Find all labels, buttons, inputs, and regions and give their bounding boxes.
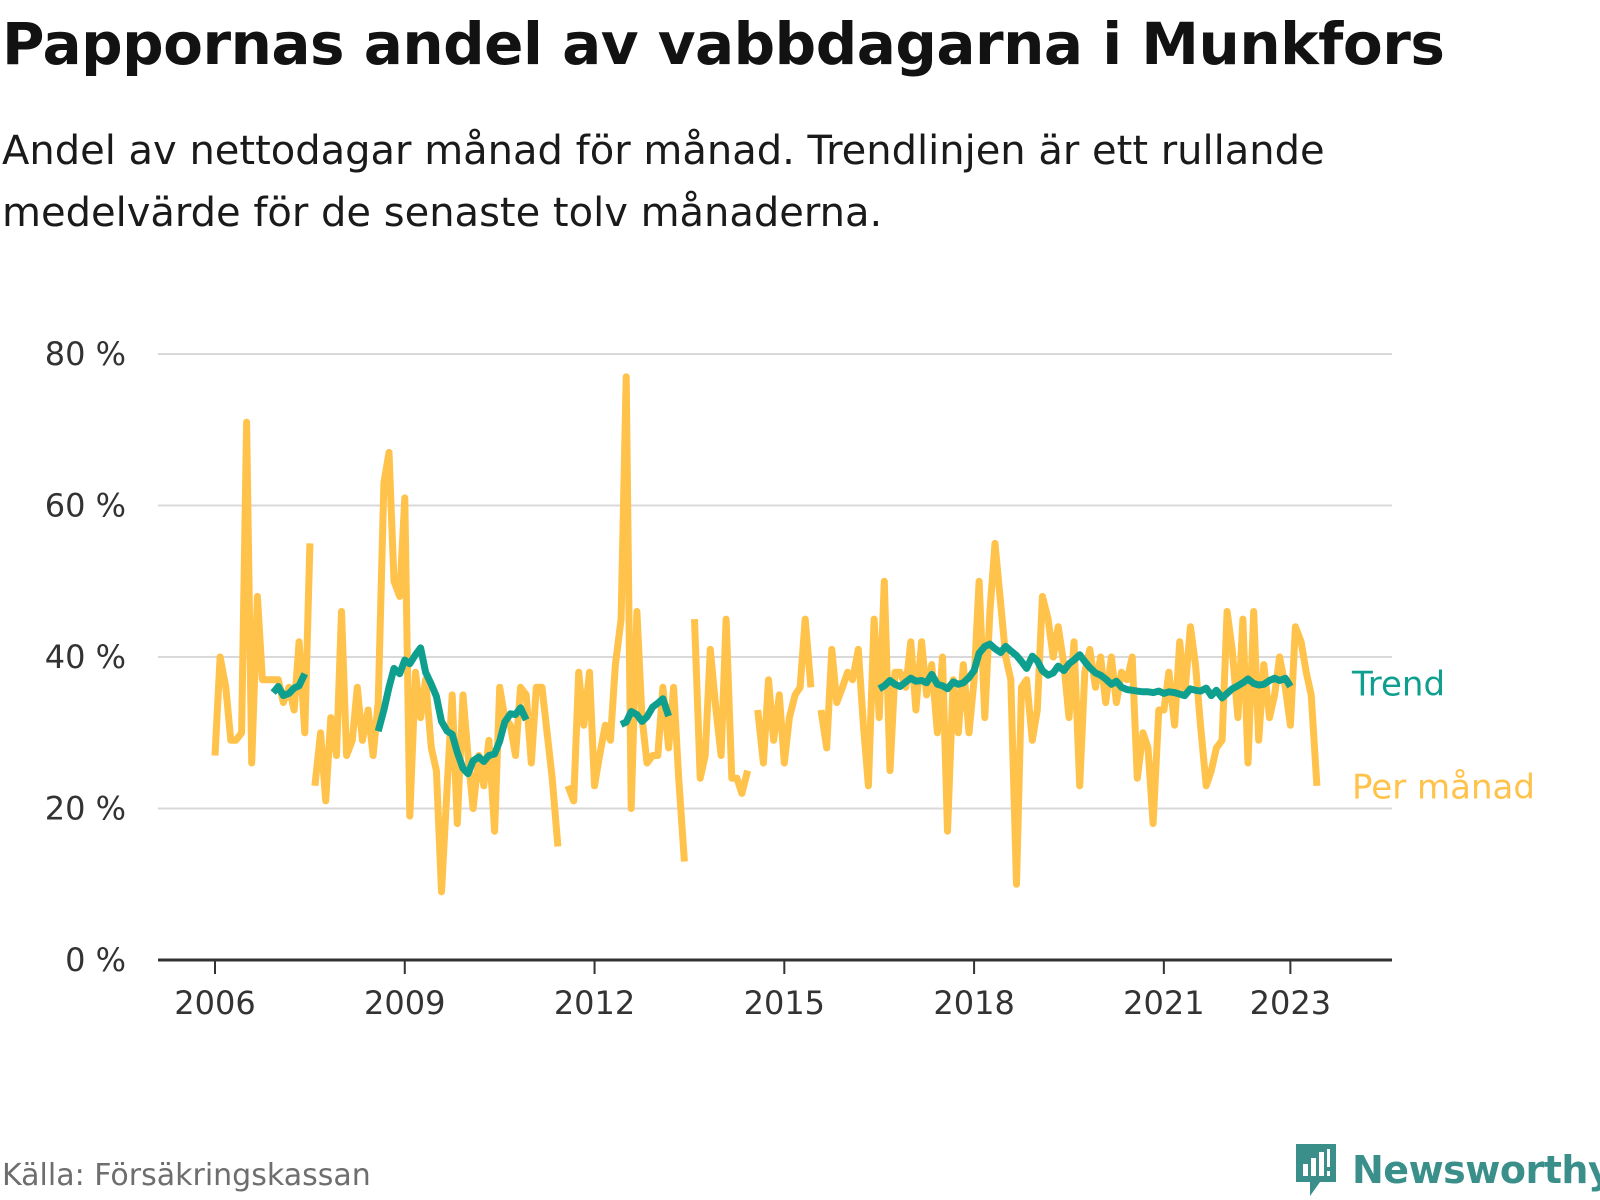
gridlines: [158, 353, 1392, 810]
newsworthy-logo-icon: [1296, 1144, 1336, 1196]
x-tick-label: 2018: [933, 984, 1014, 1022]
x-tick-label: 2023: [1250, 984, 1331, 1022]
chart-title: Pappornas andel av vabbdagarna i Munkfor…: [2, 10, 1445, 78]
trend-series-label: Trend: [1351, 665, 1445, 705]
x-tick-label: 2006: [174, 984, 255, 1022]
trend-series-line: [619, 695, 672, 728]
y-tick-label: 0 %: [65, 941, 126, 979]
source-note: Källa: Försäkringskassan: [2, 1158, 371, 1193]
x-axis-ticks: 2006 2009 2012 2015 2018 2021 2023: [174, 960, 1331, 1022]
x-tick-label: 2009: [364, 984, 445, 1022]
x-tick-label: 2021: [1123, 984, 1204, 1022]
y-tick-label: 20 %: [45, 790, 126, 828]
x-tick-label: 2012: [554, 984, 635, 1022]
monthly-series-line: [564, 373, 688, 862]
chart-subtitle: Andel av nettodagar månad för månad. Tre…: [2, 128, 1325, 236]
y-tick-label: 40 %: [45, 638, 126, 676]
brand-name: Newsworthy: [1352, 1148, 1600, 1192]
monthly-series-line: [754, 615, 815, 767]
line-chart: 0 % 20 % 40 % 60 % 80 % 2006 2009 2012 2015 2018…: [45, 335, 1535, 1022]
monthly-series-line: [691, 615, 751, 797]
monthly-series-line: [211, 418, 314, 767]
monthly-series-line: [817, 539, 1321, 888]
series-labels: Trend Per månad: [1351, 665, 1535, 808]
monthly-series-line: [311, 449, 562, 896]
trend-series-line: [374, 644, 530, 778]
brand-logo[interactable]: Newsworthy: [1292, 1140, 1600, 1200]
trend-series-line: [877, 640, 1294, 702]
monthly-series-label: Per månad: [1352, 768, 1535, 808]
y-axis-tick-labels: 0 % 20 % 40 % 60 % 80 %: [45, 335, 126, 979]
x-tick-label: 2015: [744, 984, 825, 1022]
series-lines: [211, 373, 1321, 896]
y-tick-label: 80 %: [45, 335, 126, 373]
trend-series-line: [270, 672, 308, 700]
y-tick-label: 60 %: [45, 487, 126, 525]
